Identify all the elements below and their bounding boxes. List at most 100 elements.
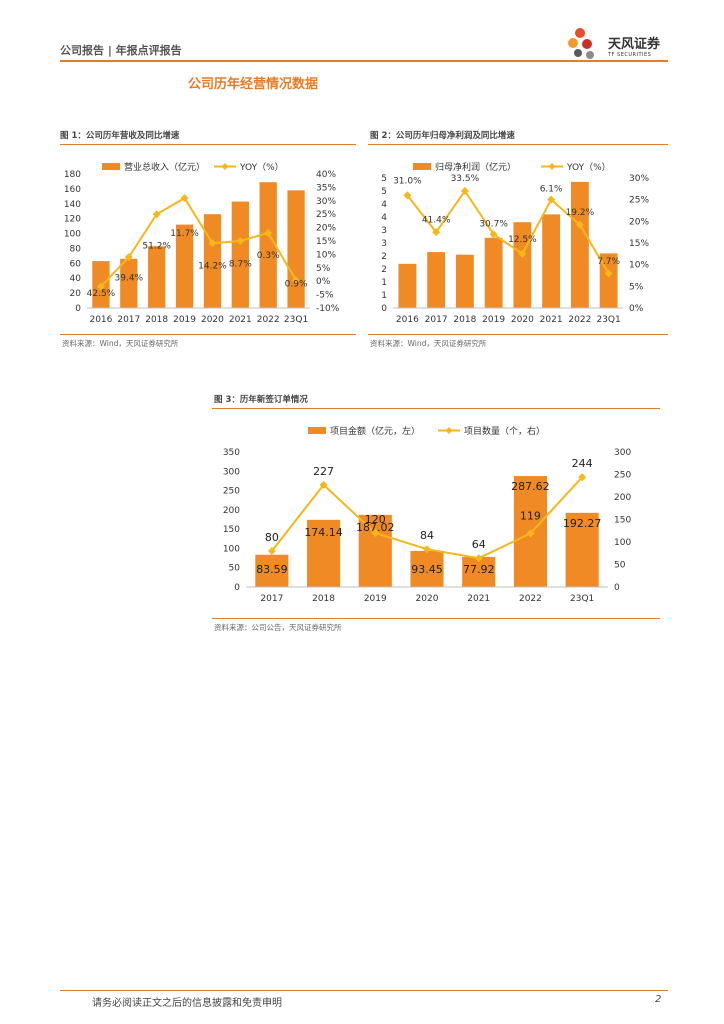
y-right-tick-label: -5% xyxy=(316,291,334,301)
data-label: 19.2% xyxy=(566,208,595,218)
data-label: 7.7% xyxy=(597,257,620,267)
bar xyxy=(259,182,277,308)
y-right-tick-label: 35% xyxy=(316,183,336,193)
y-left-tick-label: 300 xyxy=(223,467,240,477)
line-marker xyxy=(575,220,584,229)
line-marker xyxy=(371,529,380,537)
line-marker xyxy=(578,473,587,482)
count-label: 64 xyxy=(472,538,486,551)
y-right-tick-label: 20% xyxy=(629,217,649,227)
y-left-tick-label: 2 xyxy=(381,252,387,262)
yoy-line xyxy=(100,196,297,288)
y-left-tick-label: 50 xyxy=(229,564,241,574)
footer-disclaimer: 请务必阅读正文之后的信息披露和免责申明 xyxy=(92,998,282,1009)
line-marker xyxy=(604,269,613,278)
x-tick-label: 2022 xyxy=(257,315,280,325)
bar-value-label: 83.59 xyxy=(256,563,288,576)
y-right-tick-label: 250 xyxy=(614,471,631,481)
y-right-tick-label: 10% xyxy=(629,261,649,271)
legend-line-marker xyxy=(445,427,453,434)
line-marker xyxy=(152,210,161,219)
y-right-tick-label: 0% xyxy=(629,304,644,314)
logo-name: 天风证券 xyxy=(608,37,661,52)
legend-bar-swatch xyxy=(102,163,120,170)
data-label: 12.5% xyxy=(508,235,537,245)
count-label: 119 xyxy=(520,509,541,522)
count-label: 120 xyxy=(365,513,386,526)
x-tick-label: 2017 xyxy=(425,315,448,325)
y-left-tick-label: 250 xyxy=(223,487,240,497)
figure1-source-line xyxy=(60,334,356,335)
bar-value-label: 192.27 xyxy=(563,517,602,530)
chart-new-orders: 项目金额（亿元，左） 项目数量（个，右） 0 50 100 150 200 250 300 350… xyxy=(223,425,632,604)
legend-line-label: 项目数量（个，右） xyxy=(464,425,545,437)
line-marker xyxy=(319,480,328,489)
line-marker xyxy=(96,282,105,291)
y-left-tick-label: 0 xyxy=(75,304,81,314)
bar-value-label: 174.14 xyxy=(304,526,343,539)
count-label: 80 xyxy=(265,531,279,544)
legend-bar-label: 项目金额（亿元，左） xyxy=(330,425,420,437)
figure1-caption-line xyxy=(60,144,356,145)
data-label: 33.5% xyxy=(451,174,480,184)
line-marker xyxy=(460,187,469,195)
figure3-source: 资料来源：公司公告，天风证券研究所 xyxy=(214,623,342,632)
figure1-caption: 图 1：公司历年营收及同比增速 xyxy=(60,131,180,141)
chart-revenue: 营业总收入（亿元） YOY（%） 0 20 40 60 80 100 120 140 160 180 -… xyxy=(64,161,340,325)
y-left-tick-label: 5 xyxy=(381,174,387,184)
y-left-tick-label: 180 xyxy=(64,170,81,180)
line-marker xyxy=(124,253,133,262)
data-label: 0.3% xyxy=(257,251,280,261)
y-left-tick-label: 1 xyxy=(381,278,387,288)
line-marker xyxy=(423,545,431,554)
data-label: 30.7% xyxy=(479,220,508,230)
y-right-tick-label: 10% xyxy=(316,250,336,260)
y-left-tick-label: 100 xyxy=(64,230,81,240)
y-right-tick-label: 30% xyxy=(316,197,336,207)
x-tick-label: 2020 xyxy=(201,315,224,325)
figure2-caption: 图 2：公司历年归母净利润及同比增速 xyxy=(370,131,515,141)
data-label: 8.7% xyxy=(229,259,252,269)
line-marker xyxy=(432,228,441,237)
y-left-tick-label: 0 xyxy=(381,304,387,314)
y-left-tick-label: 140 xyxy=(64,200,81,210)
bar xyxy=(398,263,417,308)
line-marker xyxy=(264,228,273,237)
data-label: 51.2% xyxy=(142,241,171,251)
section-title: 公司历年经营情况数据 xyxy=(188,77,319,92)
count-label: 84 xyxy=(420,529,434,542)
figure3-caption-line xyxy=(212,408,660,409)
data-label: 11.7% xyxy=(170,229,199,239)
x-tick-label: 23Q1 xyxy=(570,594,594,604)
x-tick-label: 2019 xyxy=(482,315,505,325)
y-right-tick-label: 20% xyxy=(316,224,336,234)
tf-securities-logo xyxy=(568,28,594,59)
x-tick-label: 2021 xyxy=(540,315,563,325)
x-tick-label: 2020 xyxy=(511,315,534,325)
y-right-tick-label: 0% xyxy=(316,277,331,287)
yoy-line xyxy=(406,189,610,274)
data-label: 41.4% xyxy=(422,216,451,226)
x-tick-label: 23Q1 xyxy=(284,315,308,325)
bar xyxy=(287,190,305,308)
line-marker xyxy=(518,249,527,258)
y-right-tick-label: 50 xyxy=(614,561,626,571)
y-left-tick-label: 150 xyxy=(223,525,240,535)
y-left-tick-label: 3 xyxy=(381,239,387,249)
report-header: 公司报告 | 年报点评报告 xyxy=(60,44,182,57)
count-label: 227 xyxy=(313,465,334,478)
x-tick-label: 2019 xyxy=(173,315,196,325)
data-label: 6.1% xyxy=(540,184,563,194)
x-tick-label: 23Q1 xyxy=(596,315,620,325)
page-number: 2 xyxy=(655,994,662,1005)
bar-value-label: 187.02 xyxy=(356,521,395,534)
legend-bar-label: 归母净利润（亿元） xyxy=(435,161,516,173)
bar xyxy=(255,554,289,587)
y-left-tick-label: 200 xyxy=(223,506,240,516)
figure3-source-line xyxy=(212,618,660,619)
y-left-tick-label: 0 xyxy=(234,583,240,593)
bar xyxy=(410,550,444,587)
data-label: 14.2% xyxy=(198,262,227,272)
x-tick-label: 2020 xyxy=(416,594,439,604)
legend-line-label: YOY（%） xyxy=(239,162,284,173)
